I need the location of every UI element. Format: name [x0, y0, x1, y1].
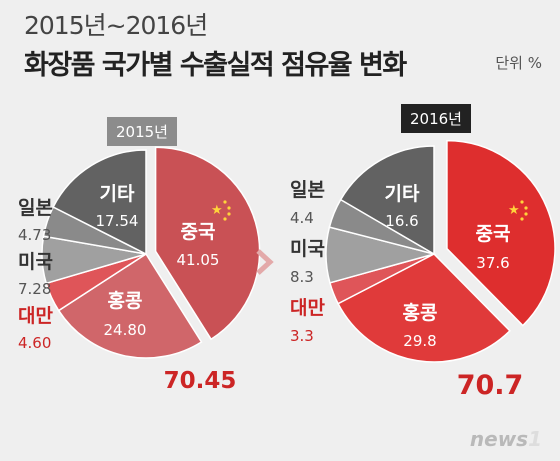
- slice-label: 중국: [476, 223, 511, 245]
- slice-value: 8.3: [290, 268, 314, 286]
- year-badge-2016: 2016년: [401, 104, 471, 133]
- chart-subtitle: 2015년~2016년: [24, 11, 208, 40]
- slice-label: 일본: [18, 197, 53, 219]
- chart-title: 화장품 국가별 수출실적 점유율 변화: [24, 50, 407, 81]
- slice-label: 중국: [181, 221, 216, 243]
- slice-value: 16.6: [385, 212, 418, 230]
- slice-value: 17.54: [96, 212, 139, 230]
- slice-홍콩: [57, 252, 203, 359]
- slice-label: 홍콩: [403, 301, 438, 324]
- slice-label: 미국: [290, 238, 325, 260]
- slice-value: 29.8: [403, 332, 436, 350]
- slice-홍콩: [337, 253, 511, 363]
- slice-value: 37.6: [476, 254, 509, 272]
- slice-value: 3.3: [290, 327, 314, 345]
- slice-value: 4.4: [290, 209, 314, 227]
- year-badge-2015: 2015년: [107, 117, 177, 146]
- pie-2016: 중국 37.6 홍콩 29.8 기타 16.6 일본 4.4 미국 8.3 대만 3.3 ★ 70.7: [290, 139, 556, 401]
- slice-label: 대만: [18, 305, 53, 327]
- slice-중국: [446, 139, 556, 327]
- total-share: 70.45: [164, 368, 237, 394]
- slice-value: 7.28: [18, 280, 51, 298]
- china-flag-icon: ★: [211, 200, 231, 221]
- news1-logo: news1: [469, 427, 542, 451]
- total-share: 70.7: [457, 370, 524, 401]
- svg-text:★: ★: [211, 203, 223, 218]
- slice-기타: [52, 149, 147, 256]
- slice-value: 4.60: [18, 334, 51, 352]
- unit-label: 단위 %: [495, 54, 542, 72]
- slice-label: 일본: [290, 179, 325, 201]
- slice-value: 24.80: [104, 321, 147, 339]
- svg-text:★: ★: [508, 203, 520, 218]
- slice-기타: [339, 145, 435, 256]
- transition-arrow-icon: [256, 249, 274, 275]
- slice-label: 대만: [290, 297, 325, 319]
- china-flag-icon: ★: [508, 200, 528, 221]
- slice-value: 41.05: [177, 251, 220, 269]
- slice-label: 홍콩: [108, 289, 143, 312]
- slice-label: 기타: [385, 183, 420, 205]
- slice-중국: [154, 146, 261, 341]
- slice-label: 미국: [18, 251, 53, 273]
- slice-value: 4.73: [18, 226, 51, 244]
- slice-label: 기타: [100, 183, 135, 205]
- pie-2015: 중국 41.05 홍콩 24.80 기타 17.54 일본 4.73 미국 7.28 대만 4.60 ★…: [18, 146, 261, 394]
